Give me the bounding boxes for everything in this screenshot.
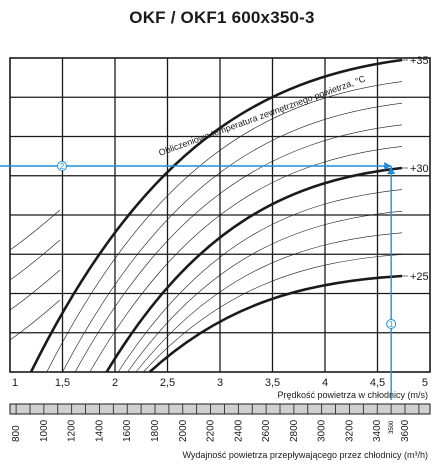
flow-tick-label: 2000 — [178, 419, 189, 442]
temperature-curve — [135, 232, 403, 373]
temperature-curve — [127, 210, 403, 373]
flow-strip — [9, 403, 431, 415]
curve-stub — [9, 299, 61, 341]
temperature-curve — [46, 81, 403, 373]
x-tick-label: 3 — [217, 377, 223, 389]
temperature-curve — [117, 189, 403, 373]
plot-frame — [9, 57, 431, 373]
temperature-curve — [143, 254, 403, 373]
flow-tick-label: 2400 — [233, 419, 244, 442]
flow-tick-label: 2600 — [261, 419, 272, 442]
flow-tick-label: 1400 — [94, 419, 105, 442]
marker-1 — [386, 319, 397, 329]
marker-1-label: 1 — [389, 320, 394, 329]
curve-stub — [9, 269, 61, 311]
temperature-curve — [29, 58, 403, 373]
curve-stub — [9, 209, 61, 251]
flow-tick-label: 3000 — [317, 419, 328, 442]
flow-highlight-label: 3500 — [389, 420, 395, 434]
marker-2 — [57, 161, 67, 171]
arrow-right — [384, 162, 392, 170]
flow-tick-label: 1800 — [150, 419, 161, 442]
flow-axis-label: Wydajność powietrza przepływającego prze… — [182, 450, 428, 460]
flow-tick-label: 1200 — [67, 419, 78, 442]
flow-tick-label: 3600 — [400, 419, 411, 442]
x-tick-label: 1,5 — [55, 377, 70, 389]
flow-tick-label: 1000 — [39, 419, 50, 442]
temperature-curve — [74, 124, 403, 373]
arrow-up — [387, 167, 396, 174]
curve-stub — [9, 239, 61, 281]
temperature-curve — [148, 274, 403, 373]
flow-tick-label: 3400 — [372, 419, 383, 442]
chart-title: OKF / OKF1 600x350-3 — [129, 8, 315, 27]
x-tick-label: 3,5 — [265, 377, 280, 389]
x-tick-label: 2 — [112, 377, 118, 389]
flow-tick-label: 2200 — [206, 419, 217, 442]
temperature-curve — [62, 102, 403, 373]
flow-tick-label: 1600 — [122, 419, 133, 442]
flow-tick-label: 800 — [11, 425, 22, 442]
x-tick-label: 2,5 — [160, 377, 175, 389]
x-tick-label: 4 — [322, 377, 328, 389]
marker-2-label: 2 — [60, 162, 65, 171]
curve-label: +25 — [410, 271, 429, 283]
temperature-curve — [89, 146, 403, 373]
curve-label: +35 — [410, 55, 429, 67]
curve-caption: Obliczeniowa temperatura zewnętrznego po… — [157, 73, 367, 158]
flow-tick-label: 2800 — [289, 419, 300, 442]
flow-tick-label: 3200 — [344, 419, 355, 442]
x-tick-label: 5 — [422, 377, 428, 389]
x-tick-label: 4,5 — [370, 377, 385, 389]
temperature-curve — [105, 166, 403, 373]
x-tick-label: 1 — [12, 377, 18, 389]
x-axis-label: Prędkość powietrza w chłodnicy (m/s) — [277, 390, 428, 400]
curve-label: +30 — [410, 163, 429, 175]
